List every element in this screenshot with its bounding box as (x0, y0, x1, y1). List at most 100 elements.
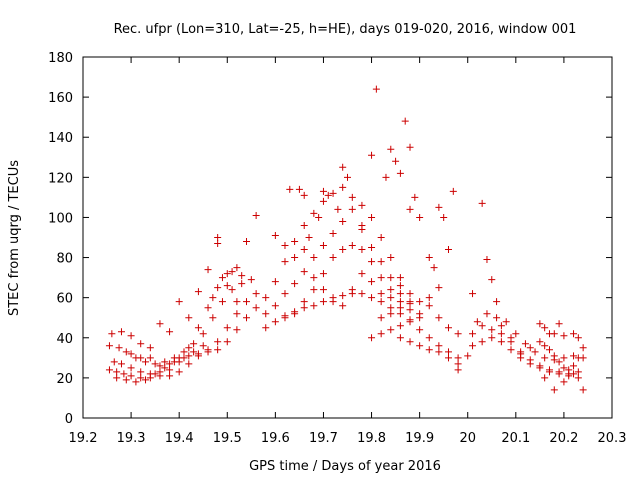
chart-title: Rec. ufpr (Lon=310, Lat=-25, h=HE), days… (114, 22, 577, 37)
data-point (560, 332, 568, 340)
data-point (310, 302, 318, 310)
data-point (319, 298, 327, 306)
data-point (570, 362, 578, 370)
data-point (271, 231, 279, 239)
data-point (161, 364, 169, 372)
data-point (377, 314, 385, 322)
data-point (180, 348, 188, 356)
data-point (185, 360, 193, 368)
data-point (560, 354, 568, 362)
data-point (319, 242, 327, 250)
data-point (348, 193, 356, 201)
data-point (502, 318, 510, 326)
data-point (291, 238, 299, 246)
data-point (113, 368, 121, 376)
data-point (435, 314, 443, 322)
data-point (387, 310, 395, 318)
data-point (488, 334, 496, 342)
data-point (214, 338, 222, 346)
data-point (358, 290, 366, 298)
data-point (185, 314, 193, 322)
data-point (122, 376, 130, 384)
data-point (469, 342, 477, 350)
data-point (166, 328, 174, 336)
data-point (300, 298, 308, 306)
x-tick-label: 20.3 (598, 431, 627, 446)
data-point (348, 205, 356, 213)
data-point (377, 274, 385, 282)
y-tick-label: 20 (56, 372, 73, 387)
data-point (348, 242, 356, 250)
data-point (444, 348, 452, 356)
data-point (319, 270, 327, 278)
data-point (218, 274, 226, 282)
data-point (166, 372, 174, 380)
data-point (127, 364, 135, 372)
data-point (545, 346, 553, 354)
data-point (541, 342, 549, 350)
data-point (223, 338, 231, 346)
data-point (218, 298, 226, 306)
data-point (339, 292, 347, 300)
data-point (120, 370, 128, 378)
data-point (396, 334, 404, 342)
data-point (243, 314, 251, 322)
data-point (142, 376, 150, 384)
data-point (291, 254, 299, 262)
data-point (396, 298, 404, 306)
data-point (214, 284, 222, 292)
y-tick-label: 100 (48, 211, 73, 226)
x-tick-label: 19.7 (309, 431, 338, 446)
data-point (199, 342, 207, 350)
data-point (430, 264, 438, 272)
data-point (579, 386, 587, 394)
y-tick-label: 40 (56, 332, 73, 347)
x-tick-label: 20.1 (501, 431, 530, 446)
data-point (194, 288, 202, 296)
data-point (406, 205, 414, 213)
data-point (286, 185, 294, 193)
data-point (233, 264, 241, 272)
data-point (401, 117, 409, 125)
data-point (161, 358, 169, 366)
data-point (180, 354, 188, 362)
y-tick-label: 180 (48, 51, 73, 66)
data-point (281, 314, 289, 322)
data-point (204, 348, 212, 356)
data-point (560, 364, 568, 372)
data-point (521, 340, 529, 348)
data-point (223, 282, 231, 290)
data-point (151, 360, 159, 368)
data-point (209, 294, 217, 302)
data-point (444, 324, 452, 332)
data-point (146, 354, 154, 362)
data-point (339, 183, 347, 191)
data-point (497, 330, 505, 338)
data-point (368, 213, 376, 221)
data-point (339, 302, 347, 310)
plot-frame (82, 56, 613, 419)
data-point (416, 298, 424, 306)
data-point (396, 290, 404, 298)
data-point (396, 274, 404, 282)
data-point (127, 332, 135, 340)
data-point (526, 356, 534, 364)
data-point (209, 314, 217, 322)
data-point (132, 378, 140, 386)
data-point (223, 270, 231, 278)
data-point (396, 310, 404, 318)
data-point (238, 272, 246, 280)
y-axis-title: STEC from uqrg / TECUs (7, 160, 22, 316)
data-point (550, 386, 558, 394)
data-point (406, 306, 414, 314)
data-point (122, 348, 130, 356)
data-point (416, 310, 424, 318)
data-point (536, 362, 544, 370)
data-point (497, 338, 505, 346)
data-point (377, 298, 385, 306)
data-point (329, 229, 337, 237)
y-tick-label: 140 (48, 131, 73, 146)
data-point (368, 151, 376, 159)
data-point (387, 294, 395, 302)
